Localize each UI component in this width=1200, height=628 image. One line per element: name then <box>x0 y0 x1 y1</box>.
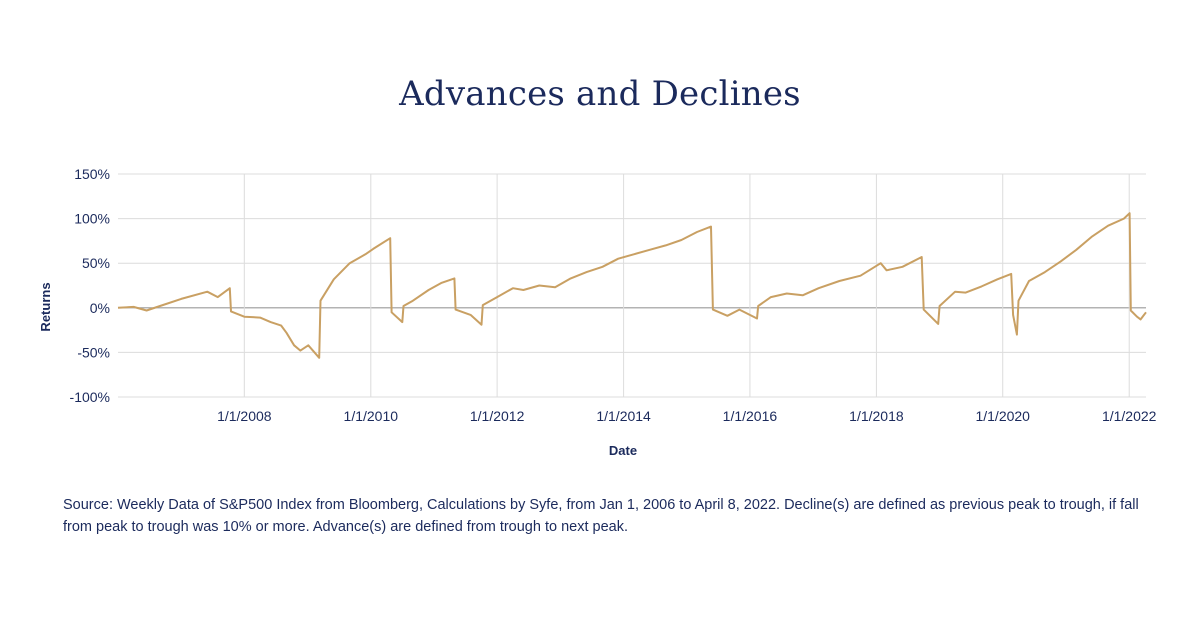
series-line-returns <box>117 212 1147 359</box>
y-tick-label: 50% <box>82 255 110 271</box>
x-tick-label: 1/1/2016 <box>723 408 778 424</box>
x-tick-label: 1/1/2020 <box>975 408 1030 424</box>
x-tick-label: 1/1/2012 <box>470 408 525 424</box>
grid-lines <box>118 173 1146 398</box>
y-tick-label: -100% <box>70 389 110 405</box>
x-tick-label: 1/1/2018 <box>849 408 904 424</box>
x-tick-label: 1/1/2022 <box>1102 408 1157 424</box>
y-axis-ticks: 150% 100% 50% 0% -50% -100% <box>70 166 110 405</box>
x-axis-label: Date <box>609 443 637 458</box>
x-tick-label: 1/1/2010 <box>344 408 399 424</box>
source-note: Source: Weekly Data of S&P500 Index from… <box>63 497 1139 535</box>
y-tick-label: -50% <box>77 344 110 360</box>
y-tick-label: 150% <box>74 166 110 182</box>
x-axis-ticks: 1/1/2008 1/1/2010 1/1/2012 1/1/2014 1/1/2016… <box>217 408 1157 424</box>
x-tick-label: 1/1/2008 <box>217 408 272 424</box>
y-tick-label: 100% <box>74 211 110 227</box>
chart-title: Advances and Declines <box>399 74 801 114</box>
y-axis-label: Returns <box>38 282 53 331</box>
x-tick-label: 1/1/2014 <box>596 408 651 424</box>
line-chart: 150%100%50%0%-50%-100% 1/1/2008 1/1/2010 1… <box>38 166 1157 458</box>
y-tick-label: 0% <box>90 300 110 316</box>
